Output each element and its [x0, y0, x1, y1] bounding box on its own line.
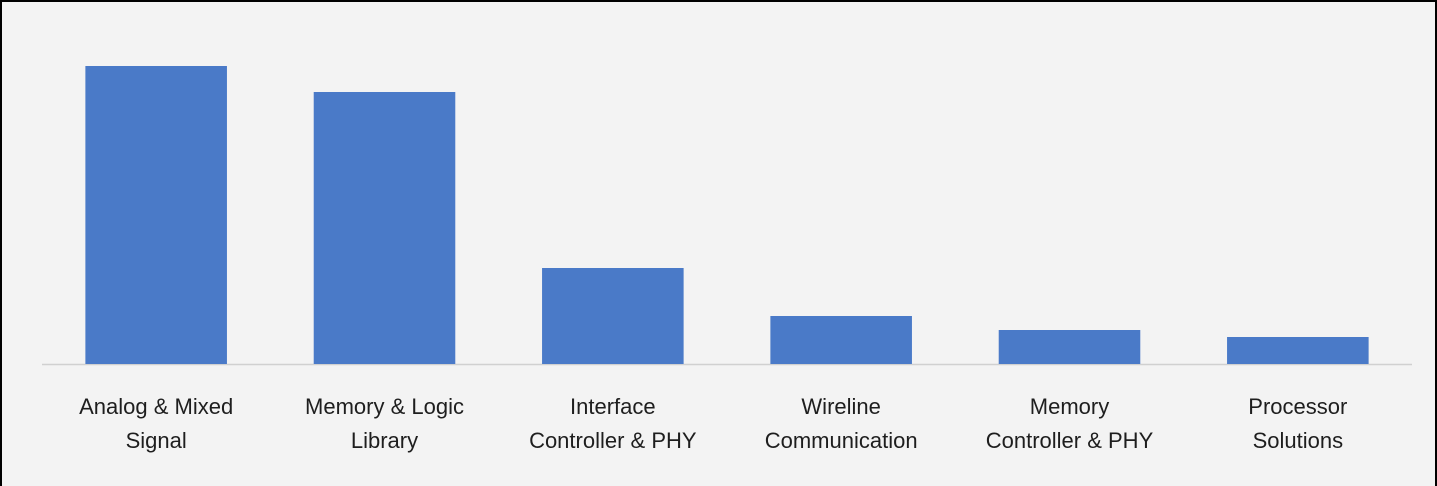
bar — [85, 66, 227, 364]
x-tick-label: Memory & Logic Library — [305, 394, 464, 453]
x-tick-label: Interface Controller & PHY — [529, 394, 697, 453]
bar — [1227, 337, 1369, 364]
x-tick-label: Memory Controller & PHY — [985, 394, 1154, 453]
bar — [770, 316, 912, 364]
bar — [998, 330, 1141, 364]
bar — [542, 268, 684, 364]
x-tick-label: Wireline Communication — [764, 394, 918, 453]
bar — [313, 92, 456, 364]
x-tick-label: Analog & Mixed Signal — [79, 394, 234, 453]
x-tick-label: Processor Solutions — [1248, 394, 1348, 453]
